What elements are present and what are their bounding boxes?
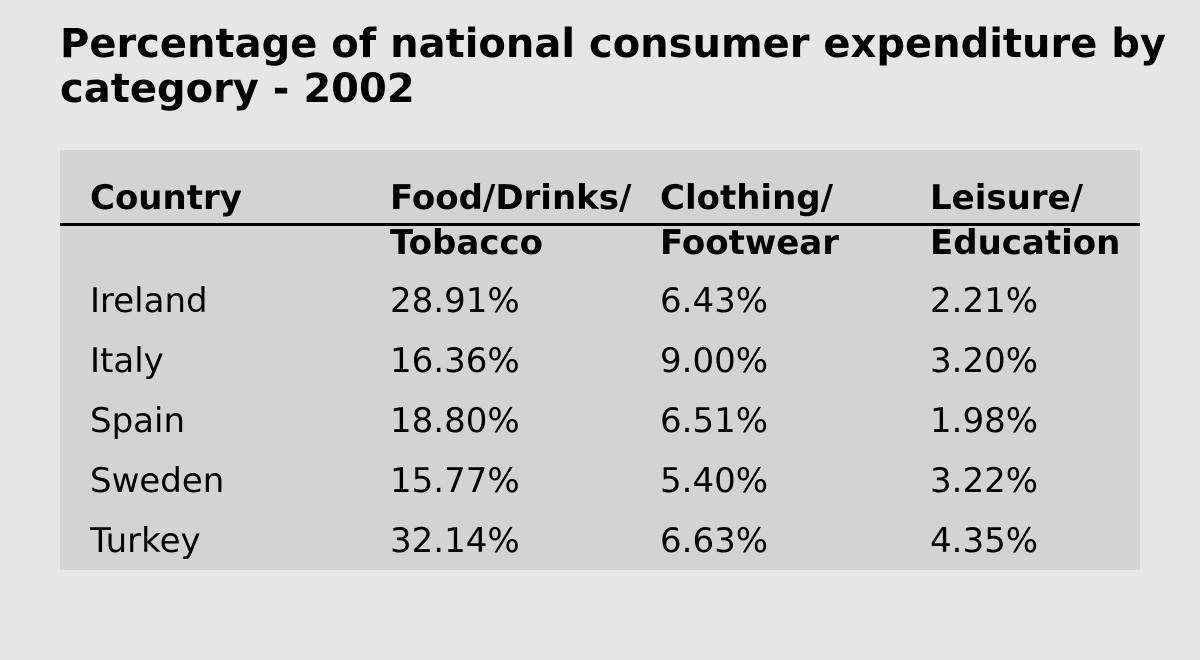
column-header: Food/Drinks/ Tobacco [390,178,632,263]
table-cell: 16.36% [390,341,520,381]
table-cell: 2.21% [930,281,1039,321]
table-cell: 6.51% [660,401,769,441]
table-cell: 6.43% [660,281,769,321]
column-header: Country [90,178,242,218]
row-label: Ireland [90,281,208,321]
table-cell: 3.20% [930,341,1039,381]
table-cell: 5.40% [660,461,769,501]
table-cell: 1.98% [930,401,1039,441]
table-cell: 32.14% [390,521,520,561]
header-rule [60,223,1140,226]
table-cell: 4.35% [930,521,1039,561]
row-label: Italy [90,341,164,381]
table-cell: 18.80% [390,401,520,441]
row-label: Turkey [90,521,201,561]
table-cell: 28.91% [390,281,520,321]
chart-title: Percentage of national consumer expendit… [60,22,1166,112]
data-table: Country Food/Drinks/ Tobacco Clothing/ Foo… [60,150,1140,570]
column-header: Clothing/ Footwear [660,178,839,263]
table-cell: 6.63% [660,521,769,561]
table-cell: 15.77% [390,461,520,501]
table-cell: 9.00% [660,341,769,381]
row-label: Spain [90,401,185,441]
row-label: Sweden [90,461,225,501]
column-header: Leisure/ Education [930,178,1121,263]
table-cell: 3.22% [930,461,1039,501]
